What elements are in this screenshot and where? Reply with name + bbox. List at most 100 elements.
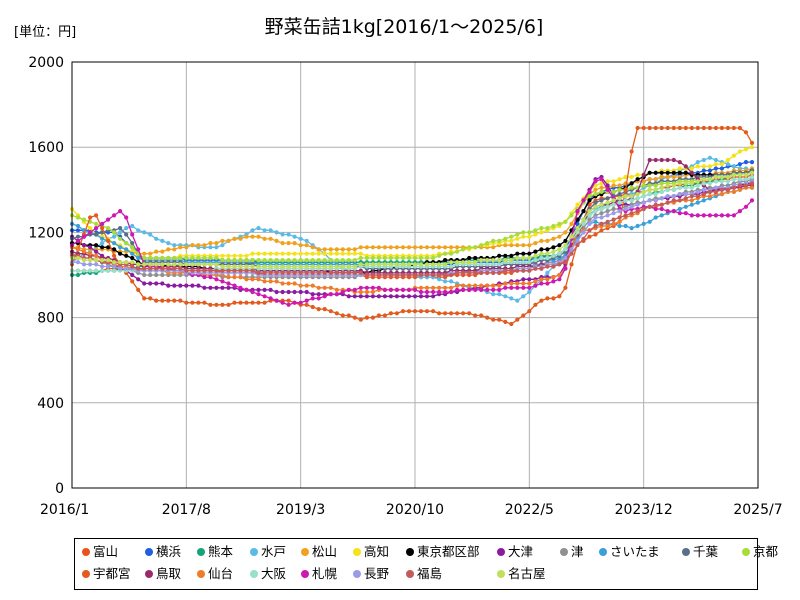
data-point	[316, 247, 321, 252]
data-point	[467, 270, 472, 275]
data-point	[172, 266, 177, 271]
data-point	[695, 164, 700, 169]
data-point	[713, 185, 719, 190]
data-point	[713, 166, 719, 171]
data-point	[262, 300, 267, 305]
data-point	[449, 251, 454, 256]
data-point	[148, 255, 153, 261]
data-point	[701, 187, 706, 192]
data-point	[503, 319, 508, 324]
data-point	[731, 185, 737, 190]
data-point	[623, 174, 628, 180]
data-point	[485, 241, 490, 246]
data-point	[563, 247, 568, 252]
y-tick-label: 1200	[28, 225, 64, 241]
data-point	[250, 251, 255, 256]
data-point	[641, 125, 646, 131]
data-point	[346, 251, 351, 256]
data-point	[611, 202, 616, 207]
data-point	[503, 258, 508, 263]
data-point	[719, 192, 725, 197]
data-point	[629, 198, 634, 203]
data-point	[262, 294, 267, 299]
data-point	[75, 228, 81, 233]
data-point	[605, 213, 610, 218]
series-松山	[69, 166, 755, 256]
data-point	[497, 258, 502, 263]
data-point	[707, 194, 713, 199]
data-point	[563, 260, 568, 265]
series-水戸	[69, 155, 755, 303]
data-point	[352, 258, 357, 263]
data-point	[118, 236, 123, 241]
legend-marker	[560, 547, 568, 556]
data-point	[533, 241, 538, 246]
data-point	[274, 258, 279, 263]
data-point	[581, 217, 586, 222]
data-point	[749, 170, 755, 175]
data-point	[605, 183, 610, 188]
data-point	[665, 183, 670, 188]
data-point	[81, 243, 87, 248]
data-point	[196, 283, 201, 288]
data-point	[214, 268, 219, 273]
data-point	[479, 270, 484, 275]
data-point	[701, 125, 706, 131]
data-point	[623, 194, 628, 199]
data-point	[424, 289, 430, 295]
data-point	[142, 266, 147, 271]
data-point	[521, 255, 526, 261]
data-point	[473, 270, 478, 275]
data-point	[563, 285, 568, 290]
data-point	[491, 258, 496, 263]
data-point	[725, 187, 731, 192]
data-point	[172, 283, 177, 288]
data-point	[274, 298, 279, 303]
data-point	[605, 200, 610, 205]
data-point	[617, 183, 622, 188]
data-point	[316, 285, 321, 290]
data-point	[599, 202, 604, 207]
data-point	[316, 264, 321, 269]
data-point	[226, 264, 231, 269]
data-point	[551, 296, 556, 301]
data-point	[190, 283, 195, 288]
data-point	[328, 292, 333, 297]
data-point	[491, 287, 496, 292]
data-point	[106, 268, 111, 273]
data-point	[328, 264, 333, 269]
data-point	[106, 238, 111, 243]
data-point	[238, 268, 243, 273]
data-point	[665, 194, 670, 199]
data-point	[100, 236, 105, 241]
data-point	[479, 262, 484, 267]
data-point	[136, 287, 141, 292]
data-point	[400, 309, 406, 314]
data-point	[689, 194, 694, 199]
data-point	[593, 179, 598, 184]
data-point	[334, 287, 339, 292]
data-point	[208, 262, 213, 267]
legend-item: 高知	[353, 544, 389, 560]
data-point	[214, 241, 219, 246]
data-point	[713, 174, 719, 180]
data-point	[322, 251, 327, 256]
data-point	[112, 234, 117, 239]
legend: 富山 横浜 熊本 水戸 松山 高知 東京都区部 大津 津 さいたま 千葉 京都 宇都宮 鳥取 仙台 大阪 札幌 長…	[74, 538, 778, 590]
data-point	[641, 179, 646, 184]
legend-marker	[353, 547, 361, 556]
data-point	[491, 270, 496, 275]
legend-label: 富山	[93, 544, 119, 559]
data-point	[443, 258, 448, 263]
data-point	[418, 309, 424, 314]
legend-item: 水戸	[250, 544, 286, 560]
data-point	[551, 223, 556, 229]
data-point	[262, 270, 267, 275]
data-point	[124, 247, 129, 252]
data-point	[298, 236, 303, 241]
data-point	[695, 189, 700, 194]
data-point	[587, 209, 592, 214]
data-point	[473, 260, 478, 265]
legend-item: 千葉	[682, 544, 718, 560]
data-point	[545, 264, 550, 269]
